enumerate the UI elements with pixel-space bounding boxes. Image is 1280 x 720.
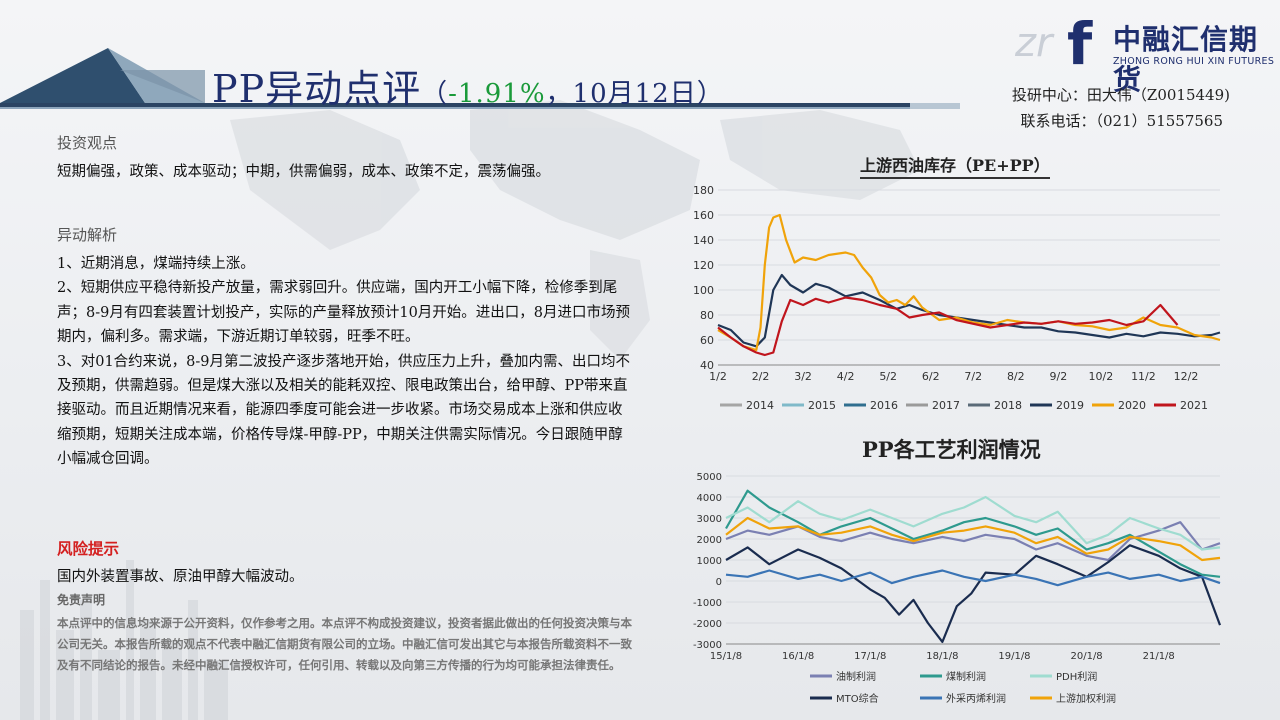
disclaimer-heading: 免责声明 bbox=[57, 593, 106, 607]
legend-label: 煤制利润 bbox=[946, 670, 986, 683]
y-tick-label: 4000 bbox=[697, 493, 722, 504]
series-line-外采丙烯利润 bbox=[725, 569, 1221, 587]
title-percent-change: -1.91% bbox=[448, 79, 546, 109]
legend-label: 2017 bbox=[932, 399, 960, 412]
analysis-heading: 异动解析 bbox=[57, 226, 118, 244]
y-tick-label: 140 bbox=[693, 234, 714, 247]
x-tick-label: 9/2 bbox=[1049, 370, 1067, 383]
y-tick-label: 120 bbox=[693, 259, 714, 272]
chart-inventory: 180 160 140 120 100 80 60 401/2 2/2 3/2 4/2 5/2 6/2 7… bbox=[693, 184, 1221, 412]
series-line-2020 bbox=[717, 213, 1221, 352]
legend-label: 外采丙烯利润 bbox=[946, 692, 1006, 705]
legend-label: 2021 bbox=[1180, 399, 1208, 412]
series-line-2021 bbox=[717, 296, 1179, 357]
x-tick-label: 7/2 bbox=[964, 370, 982, 383]
y-tick-label: 1000 bbox=[697, 556, 722, 567]
legend-label: 2014 bbox=[746, 399, 774, 412]
x-tick-label: 3/2 bbox=[794, 370, 812, 383]
legend-label: 上游加权利润 bbox=[1056, 692, 1116, 705]
y-tick-label: 180 bbox=[693, 184, 714, 197]
logo-chinese-name: 中融汇信期货 bbox=[1113, 23, 1259, 96]
legend-label: MTO综合 bbox=[836, 692, 879, 705]
series-line-MTO综合 bbox=[725, 544, 1222, 643]
analysis-item: 2、短期供应平稳待新投产放量，需求弱回升。供应端，国内开工小幅下降，检修季到尾声… bbox=[57, 280, 631, 346]
logo-watermark: zr bbox=[1015, 20, 1055, 66]
y-tick-label: -3000 bbox=[693, 640, 722, 651]
y-tick-label: 0 bbox=[716, 577, 722, 588]
y-tick-label: 80 bbox=[700, 309, 714, 322]
x-tick-label: 18/1/8 bbox=[926, 651, 958, 662]
series-line-煤制利润 bbox=[725, 489, 1221, 578]
y-tick-label: 40 bbox=[700, 359, 714, 372]
title-open-paren: （ bbox=[421, 79, 449, 109]
legend-label: 2016 bbox=[870, 399, 898, 412]
page-title: PP异动点评（-1.91%，10月12日） bbox=[212, 58, 724, 113]
x-tick-label: 21/1/8 bbox=[1143, 651, 1175, 662]
x-tick-label: 15/1/8 bbox=[710, 651, 742, 662]
x-tick-label: 5/2 bbox=[879, 370, 897, 383]
x-tick-label: 6/2 bbox=[922, 370, 940, 383]
y-tick-label: 160 bbox=[693, 209, 714, 222]
x-tick-label: 1/2 bbox=[709, 370, 727, 383]
analysis-item: 1、近期消息，煤端持续上涨。 bbox=[57, 256, 255, 272]
y-tick-label: 5000 bbox=[697, 472, 722, 483]
series-line-上游加权利润 bbox=[725, 516, 1221, 562]
legend-label: 2020 bbox=[1118, 399, 1146, 412]
chart-profit: 5000 4000 3000 2000 1000 0 -1000 -2000 -300015/1… bbox=[693, 472, 1222, 705]
x-tick-label: 10/2 bbox=[1089, 370, 1114, 383]
y-tick-label: 3000 bbox=[697, 514, 722, 525]
chart-profit-title: PP各工艺利润情况 bbox=[862, 437, 1041, 462]
risk-heading: 风险提示 bbox=[57, 539, 120, 558]
x-tick-label: 11/2 bbox=[1131, 370, 1156, 383]
legend-label: 2015 bbox=[808, 399, 836, 412]
title-main: PP异动点评 bbox=[212, 67, 422, 111]
series-line-2019 bbox=[717, 273, 1221, 348]
x-tick-label: 17/1/8 bbox=[854, 651, 886, 662]
x-tick-label: 4/2 bbox=[837, 370, 855, 383]
header: PP异动点评（-1.91%，10月12日） zr f 中融汇信期货 ZHONG … bbox=[0, 0, 1280, 130]
legend-label: 2018 bbox=[994, 399, 1022, 412]
logo-mark-icon: zr f bbox=[1014, 10, 1093, 78]
logo-letter: f bbox=[1067, 10, 1093, 72]
x-tick-label: 20/1/8 bbox=[1070, 651, 1102, 662]
x-tick-label: 2/2 bbox=[752, 370, 770, 383]
contact-researcher: 投研中心：田大伟（Z0015449) bbox=[1011, 86, 1230, 104]
analysis-item: 3、对01合约来说，8-9月第二波投产逐步落地开始，供应压力上升，叠加内需、出口… bbox=[57, 353, 631, 468]
logo-english-name: ZHONG RONG HUI XIN FUTURES bbox=[1113, 56, 1275, 67]
legend-label: PDH利润 bbox=[1056, 670, 1097, 683]
x-tick-label: 19/1/8 bbox=[998, 651, 1030, 662]
series-line-PDH利润 bbox=[725, 495, 1221, 551]
y-tick-label: 2000 bbox=[697, 535, 722, 546]
disclaimer-text: 本点评中的信息均来源于公开资料，仅作参考之用。本点评不构成投资建议，投资者据此做… bbox=[57, 616, 632, 672]
x-tick-label: 16/1/8 bbox=[782, 651, 814, 662]
company-logo: zr f 中融汇信期货 ZHONG RONG HUI XIN FUTURES bbox=[1014, 10, 1275, 96]
contact-phone: 联系电话：（021）51557565 bbox=[1020, 112, 1223, 130]
x-tick-label: 12/2 bbox=[1174, 370, 1199, 383]
risk-text: 国内外装置事故、原油甲醇大幅波动。 bbox=[57, 569, 304, 585]
legend-label: 油制利润 bbox=[836, 670, 876, 683]
x-tick-label: 8/2 bbox=[1007, 370, 1025, 383]
view-text: 短期偏强，政策、成本驱动；中期，供需偏弱，成本、政策不定，震荡偏强。 bbox=[57, 164, 550, 180]
y-tick-label: -2000 bbox=[693, 619, 722, 630]
y-tick-label: 100 bbox=[693, 284, 714, 297]
y-tick-label: 60 bbox=[700, 334, 714, 347]
legend-label: 2019 bbox=[1056, 399, 1084, 412]
title-date: ，10月12日） bbox=[545, 79, 724, 109]
view-heading: 投资观点 bbox=[57, 134, 118, 152]
y-tick-label: -1000 bbox=[693, 598, 722, 609]
chart-inventory-title: 上游西油库存（PE+PP） bbox=[860, 152, 1050, 179]
analysis-list: 1、近期消息，煤端持续上涨。 2、短期供应平稳待新投产放量，需求弱回升。供应端，… bbox=[57, 252, 635, 472]
